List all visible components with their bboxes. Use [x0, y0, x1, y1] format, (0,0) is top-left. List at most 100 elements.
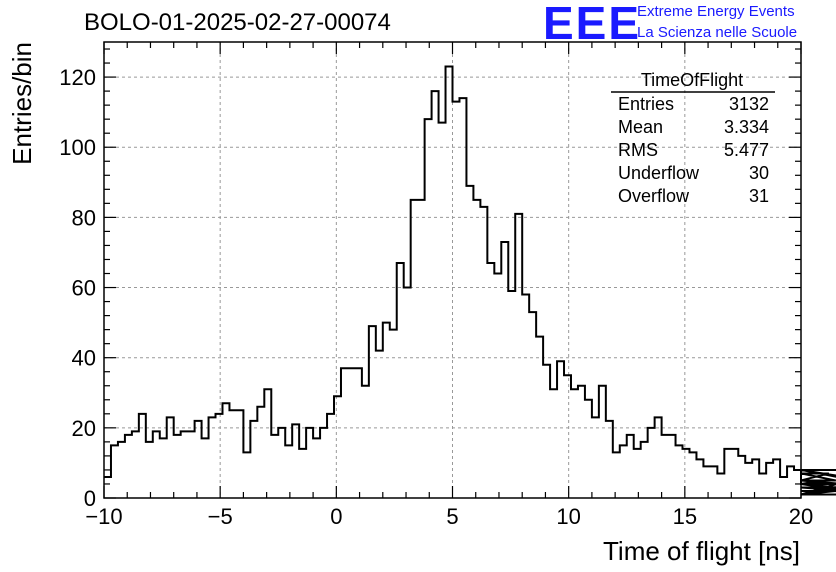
stats-row-value: 31 — [749, 186, 769, 206]
histogram-bin — [229, 410, 236, 498]
histogram-bin — [641, 442, 648, 498]
stats-row-label: Mean — [618, 117, 663, 137]
histogram-bin — [118, 442, 125, 498]
histogram-bin — [327, 414, 334, 498]
histogram-bin — [139, 414, 146, 498]
y-tick-label: 0 — [84, 486, 96, 511]
stats-row-value: 3.334 — [724, 117, 769, 137]
histogram-bin — [745, 463, 752, 498]
histogram-bin — [487, 263, 494, 498]
x-tick-label: −5 — [208, 504, 233, 529]
histogram-bin — [683, 449, 690, 498]
histogram-bin — [299, 449, 306, 498]
histogram-bin — [731, 449, 738, 498]
histogram-bin — [585, 400, 592, 498]
histogram-bin — [446, 67, 453, 498]
axis-ticks — [103, 42, 802, 499]
histogram-bin — [306, 428, 313, 498]
histogram-bin — [216, 414, 223, 498]
histogram-bin — [181, 431, 188, 498]
histogram-bin — [404, 288, 411, 498]
histogram-bin — [536, 337, 543, 498]
histogram-bin — [669, 435, 676, 498]
histogram-bin — [278, 428, 285, 498]
y-tick-label: 120 — [59, 65, 96, 90]
histogram-bin — [362, 386, 369, 498]
histogram-bin — [522, 295, 529, 498]
histogram-bin — [418, 200, 425, 498]
histogram-bin — [111, 445, 118, 498]
histogram-bin — [703, 466, 710, 498]
histogram-bin — [369, 326, 376, 498]
histogram-bin — [466, 186, 473, 498]
histogram-bin — [167, 417, 174, 498]
histogram-bin — [773, 459, 780, 498]
x-tick-label: 10 — [556, 504, 580, 529]
stats-row-value: 5.477 — [724, 140, 769, 160]
histogram-bin — [264, 389, 271, 498]
histogram-bin — [529, 312, 536, 498]
histogram-bin — [153, 431, 160, 498]
histogram-bin — [292, 424, 299, 498]
eee-logo: EEE — [543, 0, 642, 49]
histogram-bin — [724, 449, 731, 498]
histogram-bin — [578, 386, 585, 498]
histogram-bin — [243, 452, 250, 498]
histogram-bin — [550, 389, 557, 498]
histogram-bin — [592, 417, 599, 498]
histogram-bin — [222, 403, 229, 498]
logo-line-1: Extreme Energy Events — [637, 3, 795, 20]
histogram-bin — [209, 417, 216, 498]
histogram-bin — [313, 438, 320, 498]
histogram-bin — [355, 368, 362, 498]
histogram-bin — [202, 438, 209, 498]
histogram-bin — [557, 361, 564, 498]
histogram-bin — [648, 428, 655, 498]
histogram-bin — [571, 389, 578, 498]
histogram-bin — [676, 445, 683, 498]
histogram-bin — [759, 473, 766, 498]
histogram-bin — [125, 435, 132, 498]
stats-row-value: 3132 — [729, 94, 769, 114]
histogram-bin — [620, 445, 627, 498]
run-title: BOLO-01-2025-02-27-00074 — [84, 9, 391, 36]
tick-labels: −10 −5 0 5 10 15 20 0 20 40 60 80 100 120 — [59, 65, 813, 529]
histogram-bin — [257, 407, 264, 498]
stats-row-label: Underflow — [618, 163, 700, 183]
histogram-bin — [689, 452, 696, 498]
x-tick-label: −10 — [85, 504, 122, 529]
histogram-bin — [104, 477, 111, 498]
histogram-bin — [738, 456, 745, 498]
histogram-bin — [411, 200, 418, 498]
histogram-bin — [397, 263, 404, 498]
histogram-bin — [655, 417, 662, 498]
histogram-bin — [564, 375, 571, 498]
histogram-bin — [236, 410, 243, 498]
y-tick-label: 80 — [72, 205, 96, 230]
histogram-bin — [188, 431, 195, 498]
histogram-bin — [334, 396, 341, 498]
histogram-bin — [174, 435, 181, 498]
histogram-bin — [320, 428, 327, 498]
stats-row-value: 30 — [749, 163, 769, 183]
histogram-bin — [696, 459, 703, 498]
histogram-bin — [710, 466, 717, 498]
histogram-bin — [439, 123, 446, 498]
histogram-bin — [599, 386, 606, 498]
y-tick-label: 20 — [72, 416, 96, 441]
histogram-bin — [627, 435, 634, 498]
histogram-bin — [662, 435, 669, 498]
x-tick-label: 0 — [330, 504, 342, 529]
histogram-bin — [501, 242, 508, 498]
histogram-bin — [160, 438, 167, 498]
histogram-bin — [515, 214, 522, 498]
y-tick-label: 100 — [59, 135, 96, 160]
histogram-bin — [543, 365, 550, 498]
histogram-bin — [717, 473, 724, 498]
histogram-bin — [341, 368, 348, 498]
histogram-bin — [425, 119, 432, 498]
histogram-bin — [459, 98, 466, 498]
x-axis-label: Time of flight [ns] — [603, 536, 800, 566]
y-tick-label: 40 — [72, 346, 96, 371]
